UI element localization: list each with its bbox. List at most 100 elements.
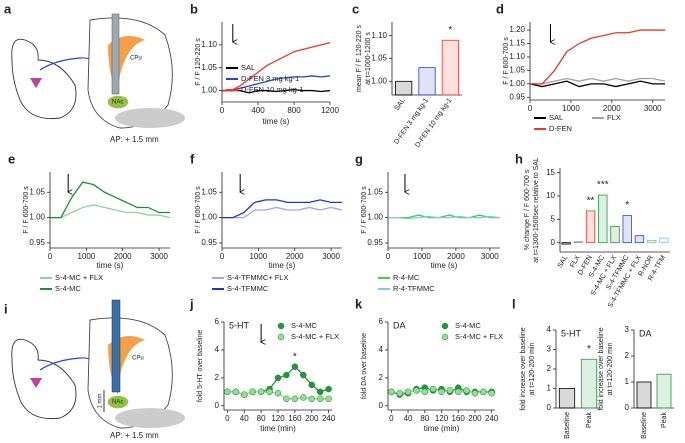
x-tick-label: 240 [485, 414, 499, 423]
x-tick-label: 1000 [562, 104, 580, 113]
y-tick-label: 1.05 [367, 187, 383, 196]
scale-label: 1 mm [98, 393, 104, 408]
point [316, 395, 324, 403]
y-tick-label: 6 [379, 317, 384, 326]
y-tick-label: 0 [625, 403, 630, 412]
y-tick-label: 2 [625, 351, 630, 360]
caption: AP: + 1.5 mm [110, 431, 159, 440]
mouse [11, 38, 77, 120]
caption: AP: + 1.5 mm [110, 135, 159, 144]
legend-label: FLX [607, 113, 621, 122]
bar [598, 194, 608, 244]
x-tick-label: 1000 [77, 252, 95, 261]
legend-label: S-4-MC + FLX [55, 273, 103, 282]
point [300, 394, 307, 401]
bar [418, 67, 436, 96]
y-tick-label: 2 [215, 373, 220, 382]
y-tick-label: 1.05 [201, 187, 217, 196]
panel-letter: i [4, 301, 8, 316]
series-line [222, 206, 343, 219]
y-axis-label: at t=120-200 min [607, 343, 614, 396]
y-tick-label: 0 [215, 401, 220, 410]
x-tick-label: Peak [586, 412, 593, 428]
x-tick-label: 200 [468, 414, 482, 423]
y-tick-label: 0 [551, 238, 556, 247]
x-axis-label: time (min) [424, 424, 460, 433]
y-tick-label: 4 [215, 345, 220, 354]
x-tick-label: 0 [528, 104, 533, 113]
x-tick-label: 3000 [481, 252, 499, 261]
bar [636, 381, 652, 409]
legend-label: S-4-TFMMC+ FLX [227, 273, 288, 282]
point [429, 385, 437, 393]
optic-fiber [111, 13, 120, 95]
y-tick-label: 1 [547, 384, 552, 393]
panel-title: DA [639, 328, 652, 338]
x-tick-label: 0 [389, 414, 394, 423]
y-tick-label: 1.00 [29, 213, 45, 222]
legend-label: D-FEN [549, 124, 572, 133]
point [283, 371, 290, 379]
panel-title: 5-HT [561, 328, 582, 338]
legend-label: S-4-MC [55, 284, 81, 293]
point [388, 388, 395, 396]
point [300, 371, 307, 379]
x-tick-label: 0 [225, 414, 230, 423]
y-tick-label: 4 [547, 325, 552, 334]
y-axis-label: at t=120-200 min [529, 343, 536, 396]
panel-letter: b [190, 1, 198, 16]
y-axis-label: % change F / F 600-700 s [524, 169, 531, 250]
y-axis-label: F / F 600-700 s [195, 186, 202, 234]
region-label: CPu [132, 356, 144, 362]
y-tick-label: 1.00 [201, 86, 217, 95]
y-axis-label: F / F 120-220 s [195, 38, 202, 86]
legend-label: R-4-TFMMC [393, 284, 435, 293]
x-tick-label: 80 [420, 414, 429, 423]
x-tick-label: 3000 [322, 252, 340, 261]
region-label: CPu [130, 56, 142, 62]
y-tick-label: 1.05 [29, 187, 45, 196]
legend-label: S-4-TFMMC [227, 284, 269, 293]
significance: ** [587, 196, 595, 207]
y-tick-label: 1.00 [201, 213, 217, 222]
y-tick-label: 0.95 [29, 238, 45, 247]
point [266, 388, 273, 396]
significance: * [293, 351, 297, 362]
x-tick-label: 0 [220, 106, 225, 115]
point [274, 374, 282, 382]
panel-letter: h [515, 151, 523, 166]
x-tick-label: Baseline [641, 412, 648, 439]
legend-label: D-FEN 3 mg kg-1 [241, 74, 299, 83]
y-tick-label: 0.95 [201, 238, 217, 247]
point [291, 363, 299, 370]
x-axis-label: time (s) [431, 261, 458, 270]
x-tick-label: 80 [257, 414, 266, 423]
y-tick-label: 4 [379, 345, 384, 354]
y-tick-label: 0.95 [367, 238, 383, 247]
y-tick-label: 1 [625, 377, 630, 386]
x-axis-label: time (s) [263, 117, 290, 126]
point [396, 389, 403, 397]
panel-letter: c [352, 1, 359, 16]
panel-title: DA [393, 320, 406, 330]
point [257, 388, 265, 396]
point [325, 385, 332, 393]
y-tick-label: 6 [215, 317, 220, 326]
point [446, 387, 454, 394]
legend-label: S-4-MC + FLX [291, 332, 339, 341]
series-line [222, 199, 342, 219]
point [316, 388, 324, 396]
panel-letter: d [496, 1, 504, 16]
y-axis-label: fold DA over baseline [361, 333, 368, 399]
panel-letter: l [512, 296, 516, 311]
illustration-i: i 1 mm CPu NAc AP: + 1.5 mm [4, 299, 185, 440]
microdialysis-probe [111, 299, 121, 393]
x-tick-label: 1000 [249, 252, 267, 261]
point [480, 388, 487, 396]
region-label: NAc [112, 400, 123, 406]
legend-label: SAL [241, 63, 255, 72]
x-tick-label: SAL [557, 254, 570, 269]
legend-label: S-4-MC [291, 321, 317, 330]
panel-letter: g [355, 151, 363, 166]
